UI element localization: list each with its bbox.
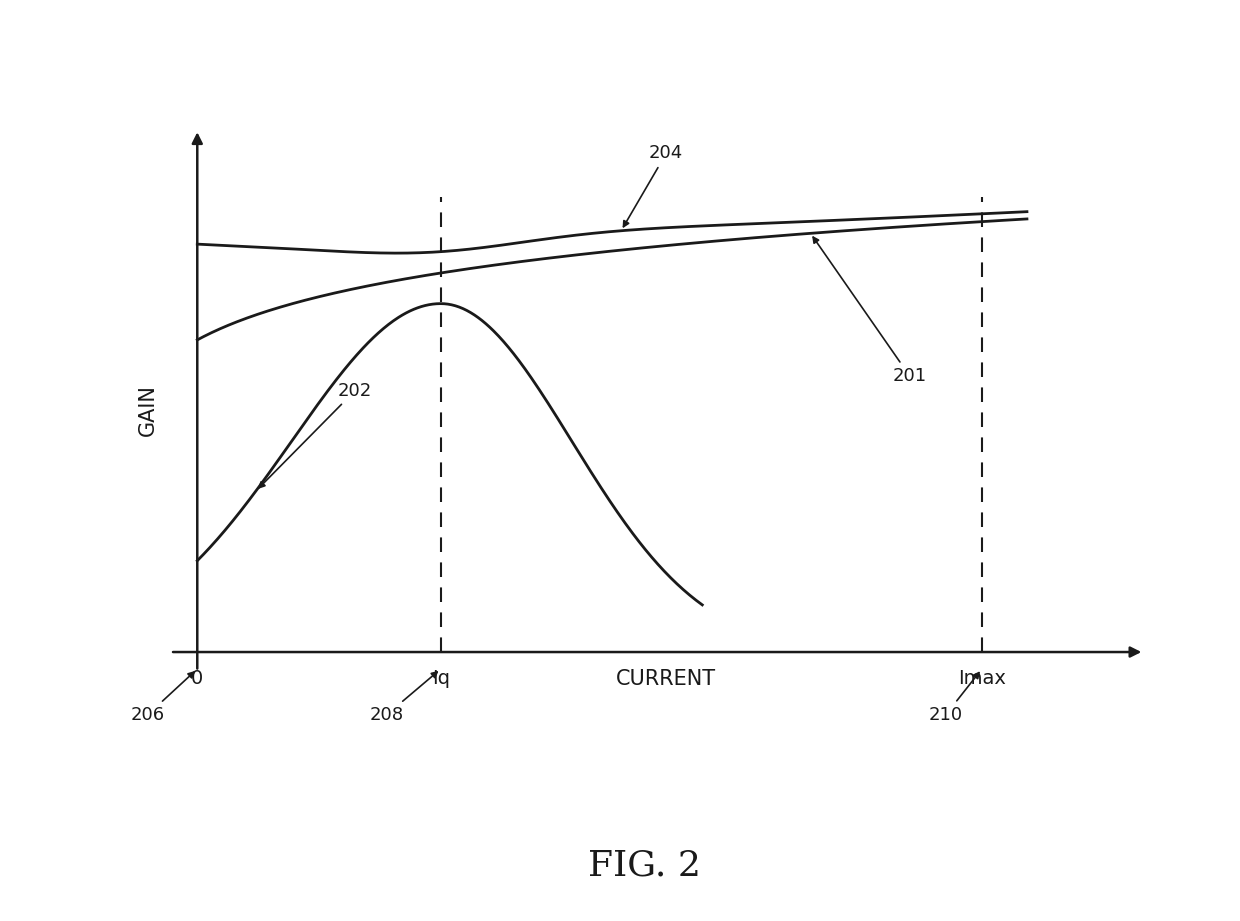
- Text: 206: 206: [130, 672, 193, 724]
- Text: Iq: Iq: [432, 669, 450, 688]
- Text: GAIN: GAIN: [138, 384, 157, 436]
- Text: 202: 202: [259, 381, 372, 488]
- Text: 204: 204: [624, 145, 683, 227]
- Text: 201: 201: [813, 237, 926, 385]
- Text: 208: 208: [370, 672, 438, 724]
- Text: Imax: Imax: [959, 669, 1006, 688]
- Text: FIG. 2: FIG. 2: [588, 849, 702, 882]
- Text: CURRENT: CURRENT: [616, 669, 717, 689]
- Text: 0: 0: [191, 669, 203, 688]
- Text: 210: 210: [929, 672, 980, 724]
